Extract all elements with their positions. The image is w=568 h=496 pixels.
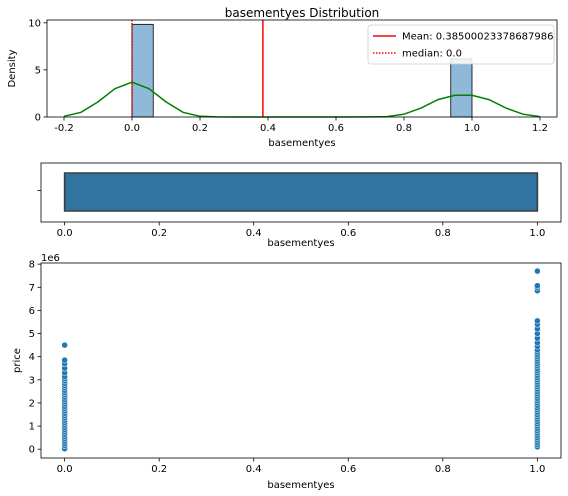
y-tick-label: 5 xyxy=(35,65,41,76)
x-tick-label: 0.0 xyxy=(124,123,140,134)
scatter-point xyxy=(534,282,541,289)
y-tick-label: 0 xyxy=(35,113,41,124)
y-tick-label: 1 xyxy=(29,422,35,433)
x-tick-label: 1.0 xyxy=(529,464,545,475)
scatter-axes-frame xyxy=(40,262,562,459)
y-tick-label: 8 xyxy=(29,260,35,271)
x-tick-label: 0.6 xyxy=(328,123,344,134)
y-axis-label: Density xyxy=(7,49,18,87)
x-axis-label: basementyes xyxy=(267,238,334,249)
y-tick-label: 4 xyxy=(29,352,35,363)
y-tick-label: 3 xyxy=(29,375,35,386)
legend: Mean: 0.38500023378687986 median: 0.0 xyxy=(367,24,555,65)
scatter-point xyxy=(61,356,68,364)
x-tick-label: 0.2 xyxy=(151,228,167,239)
x-tick-label: 0.0 xyxy=(57,464,73,475)
x-axis-label: basementyes xyxy=(268,138,335,149)
y-tick-label: 0 xyxy=(29,445,35,456)
histogram-panel: -0.2 0.0 0.2 0.4 0.6 0.8 1.0 1.2 0 5 10 basementyes… xyxy=(7,6,558,149)
x-tick-label: 1.0 xyxy=(529,228,545,239)
legend-label: median: 0.0 xyxy=(402,49,462,60)
y-tick-label: 6 xyxy=(29,306,35,317)
x-tick-label: 0.8 xyxy=(435,228,451,239)
y-tick-label: 7 xyxy=(29,283,35,294)
x-tick-label: 0.2 xyxy=(151,464,167,475)
x-tick-label: 0.8 xyxy=(396,123,412,134)
histogram-bar xyxy=(450,58,473,118)
histogram-axes-frame xyxy=(46,19,558,118)
x-tick-label: 1.2 xyxy=(532,123,548,134)
boxplot-panel: 0.0 0.2 0.4 0.6 0.8 1.0 basementyes xyxy=(37,162,562,249)
scatter-point xyxy=(534,317,541,325)
y-tick-label: 5 xyxy=(29,329,35,340)
x-tick-label: -0.2 xyxy=(54,123,74,134)
y-tick-label: 2 xyxy=(29,398,35,409)
scatter-panel: 0.0 0.2 0.4 0.6 0.8 1.0 0 1 2 3 4 5 6 7 8 1e6 basementye… xyxy=(12,253,562,491)
legend-label: Mean: 0.38500023378687986 xyxy=(402,32,554,43)
y-axis-label: price xyxy=(12,348,23,373)
x-tick-label: 0.4 xyxy=(246,228,262,239)
x-tick-label: 0.8 xyxy=(435,464,451,475)
x-tick-label: 0.2 xyxy=(192,123,208,134)
x-tick-label: 1.0 xyxy=(464,123,480,134)
y-offset-label: 1e6 xyxy=(41,253,60,264)
box xyxy=(63,172,539,212)
scatter-point xyxy=(61,341,68,349)
scatter-point xyxy=(534,267,541,275)
x-tick-label: 0.6 xyxy=(340,464,356,475)
legend-frame xyxy=(367,24,555,65)
chart-title: basementyes Distribution xyxy=(225,6,380,20)
x-tick-label: 0.6 xyxy=(340,228,356,239)
x-tick-label: 0.4 xyxy=(246,464,262,475)
x-tick-label: 0.4 xyxy=(260,123,276,134)
histogram-bar xyxy=(131,23,154,118)
x-axis-label: basementyes xyxy=(267,480,334,491)
boxplot-axes-frame xyxy=(40,162,562,223)
x-tick-label: 0.0 xyxy=(57,228,73,239)
y-tick-label: 10 xyxy=(28,18,41,29)
